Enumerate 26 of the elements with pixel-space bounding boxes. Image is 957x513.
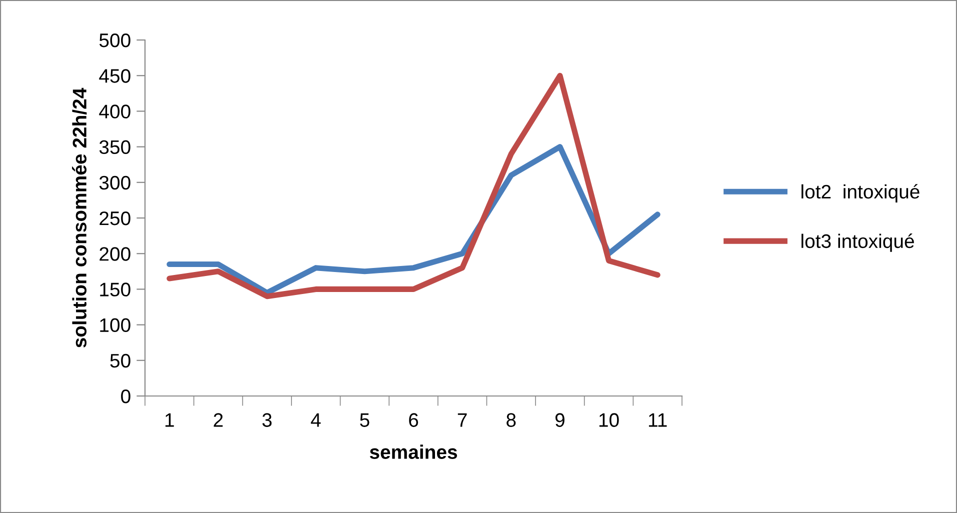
y-axis-title: solution consommée 22h/24 [72,88,87,348]
y-tick-label: 150 [100,282,130,296]
legend-label: lot2 intoxiqué [802,184,920,202]
x-tick-label: 8 [506,413,516,427]
x-axis-title: semaines [370,444,458,459]
y-tick-label: 350 [99,140,130,154]
x-tick-label: 9 [555,413,564,427]
legend-label: lot3 intoxiqué [802,234,914,252]
x-tick-label: 4 [310,413,321,427]
y-tick-label: 500 [99,33,130,48]
x-tick-label: 7 [458,413,467,427]
y-tick-label: 50 [110,354,130,368]
x-tick-label: 3 [262,413,272,427]
x-tick-label: 11 [648,413,667,427]
y-tick-label: 300 [99,176,130,190]
x-tick-label: 6 [409,413,418,427]
x-tick-label: 2 [214,413,223,427]
x-tick-label: 5 [360,413,370,427]
y-tick-label: 250 [100,211,130,226]
y-tick-label: 200 [100,247,130,261]
y-tick-label: 400 [99,104,130,118]
y-tick-label: 0 [121,389,130,404]
y-tick-label: 450 [99,69,130,83]
y-tick-label: 100 [100,318,130,332]
x-tick-label: 10 [599,413,619,427]
x-tick-label: 1 [165,413,174,427]
